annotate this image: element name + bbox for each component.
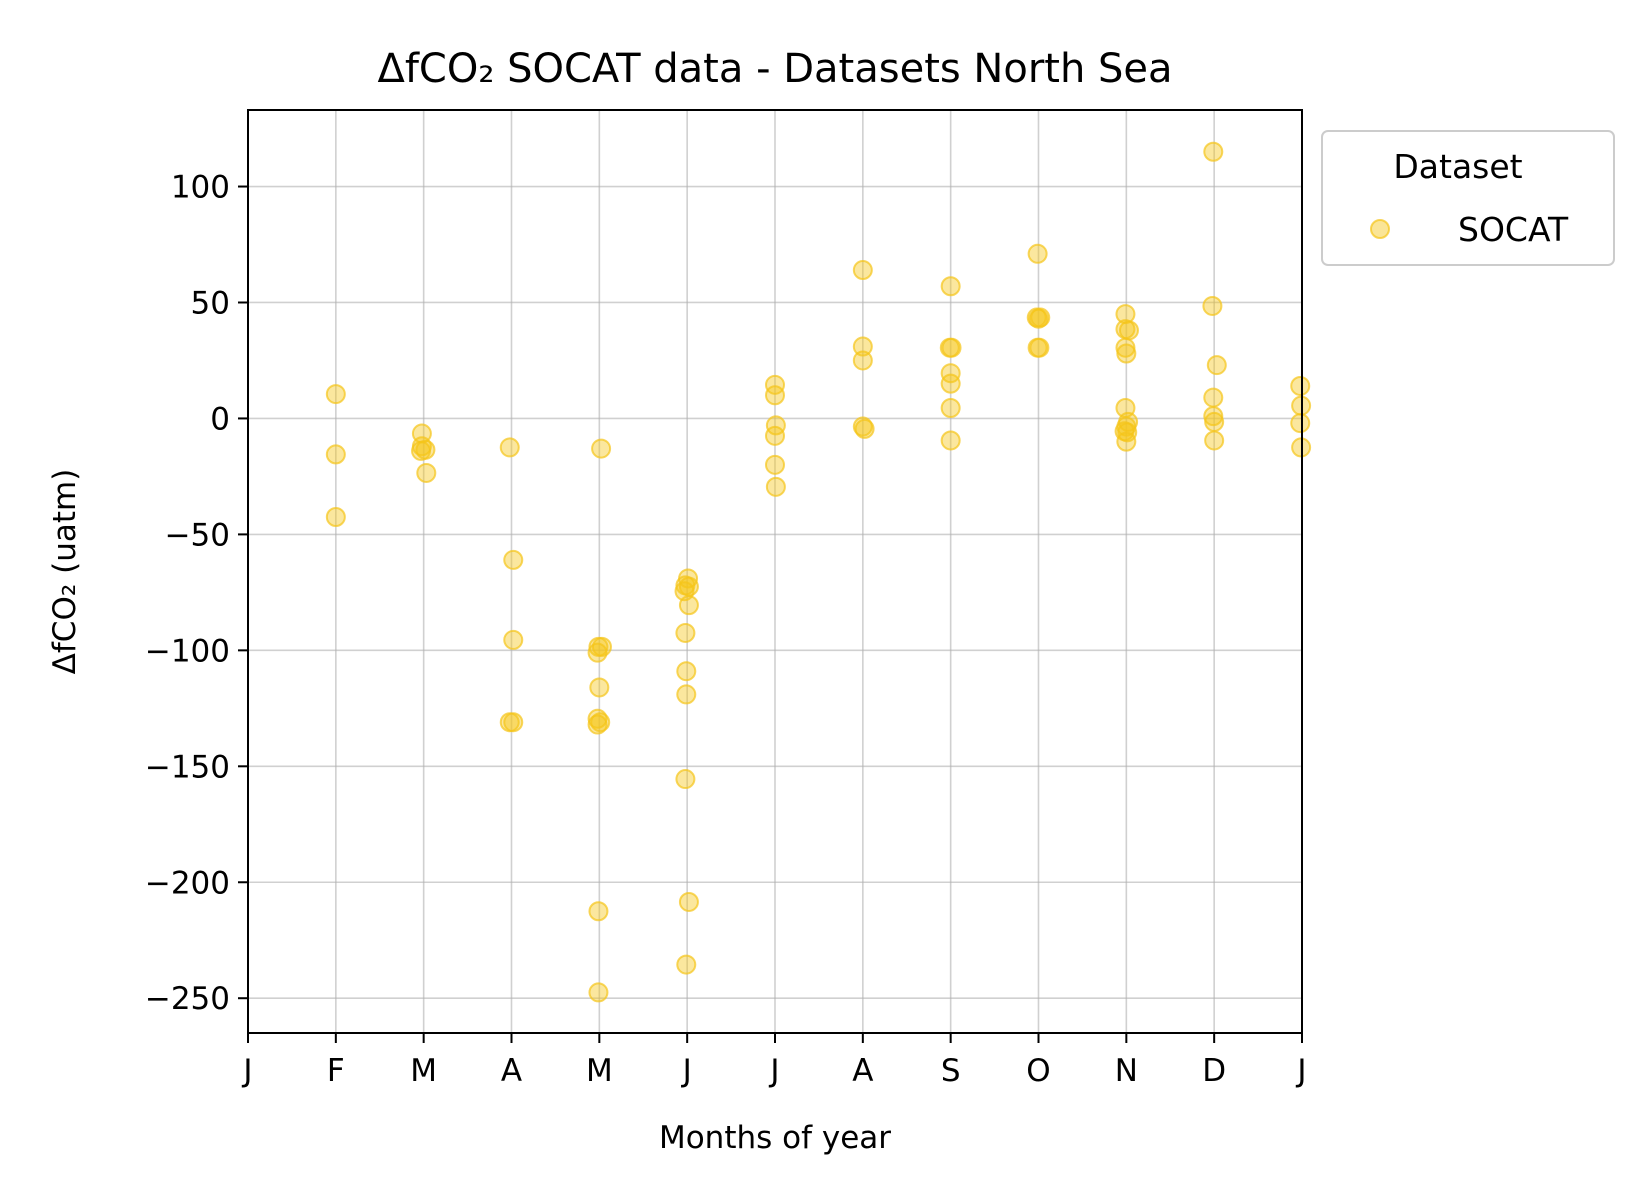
data-point (1203, 141, 1224, 162)
data-point (1116, 431, 1137, 452)
x-tick-label: J (681, 1053, 692, 1089)
data-point (325, 384, 346, 405)
x-tick-label: F (327, 1053, 345, 1089)
y-gridlines (248, 185, 1302, 1000)
data-point (411, 440, 432, 461)
data-point (852, 350, 873, 371)
data-point (1029, 337, 1050, 358)
y-tick-label: 100 (171, 170, 230, 206)
data-point (1290, 375, 1311, 396)
data-point (676, 954, 697, 975)
x-tick-label: N (1115, 1053, 1138, 1089)
data-point (675, 622, 696, 643)
y-tick-label: −150 (145, 749, 230, 785)
x-tick-label: D (1202, 1053, 1226, 1089)
x-tick-label: J (1295, 1053, 1306, 1089)
data-point (1116, 343, 1137, 364)
data-point (941, 337, 962, 358)
y-tick-label: −100 (145, 633, 230, 669)
data-point (940, 430, 961, 451)
data-point (1027, 243, 1048, 264)
data-point (587, 642, 608, 663)
legend-box (1321, 130, 1615, 266)
legend-marker-socat (1370, 219, 1390, 239)
data-point (675, 769, 696, 790)
y-axis-ticks: 100 50 0 −50 −100 −150 −200 −250 (145, 170, 248, 1017)
x-tick-label: O (1026, 1053, 1050, 1089)
x-tick-label: A (501, 1053, 522, 1089)
x-axis-label: Months of year (659, 1120, 891, 1156)
data-point (940, 373, 961, 394)
data-point (1118, 320, 1139, 341)
data-point (1290, 413, 1311, 434)
data-point (589, 677, 610, 698)
data-point (503, 629, 524, 650)
data-point (854, 418, 875, 439)
data-point (1204, 411, 1225, 432)
y-tick-label: −200 (145, 865, 230, 901)
legend: Dataset SOCAT (1321, 130, 1615, 266)
x-gridlines (247, 110, 1303, 1033)
data-point (1206, 355, 1227, 376)
data-point (1028, 308, 1049, 329)
data-points (325, 141, 1312, 1003)
data-point (765, 476, 786, 497)
y-tick-label: 0 (210, 401, 230, 437)
data-point (587, 714, 608, 735)
data-point (588, 901, 609, 922)
data-point (678, 595, 699, 616)
data-point (676, 661, 697, 682)
data-point (940, 398, 961, 419)
data-point (1204, 430, 1225, 451)
data-point (765, 385, 785, 406)
legend-entry-socat: SOCAT (1458, 210, 1569, 249)
data-point (499, 437, 520, 458)
data-point (416, 462, 437, 483)
data-point (325, 444, 346, 465)
legend-title: Dataset (1393, 147, 1522, 186)
y-tick-label: 50 (191, 285, 230, 321)
data-point (1202, 295, 1223, 316)
data-point (765, 374, 785, 395)
data-point (503, 549, 524, 570)
y-tick-label: −250 (145, 981, 230, 1017)
data-point (503, 712, 524, 733)
data-point (325, 507, 346, 528)
data-point (940, 363, 961, 384)
y-tick-label: −50 (165, 517, 230, 553)
y-axis-label: ΔfCO₂ (uatm) (47, 469, 83, 675)
data-point (852, 260, 873, 281)
x-tick-label: A (852, 1053, 873, 1089)
data-point (676, 684, 697, 705)
data-point (765, 454, 785, 475)
data-point (852, 336, 873, 357)
data-point (1203, 387, 1224, 408)
data-point (765, 425, 785, 446)
x-tick-label: S (941, 1053, 961, 1089)
data-point (940, 276, 961, 297)
x-tick-label: J (241, 1053, 252, 1089)
x-tick-label: M (586, 1053, 613, 1089)
data-point (588, 982, 609, 1003)
data-point (591, 438, 612, 459)
x-tick-label: J (768, 1053, 779, 1089)
x-tick-label: M (410, 1053, 437, 1089)
chart-title: ΔfCO₂ SOCAT data - Datasets North Sea (377, 46, 1172, 92)
data-point (678, 891, 699, 912)
